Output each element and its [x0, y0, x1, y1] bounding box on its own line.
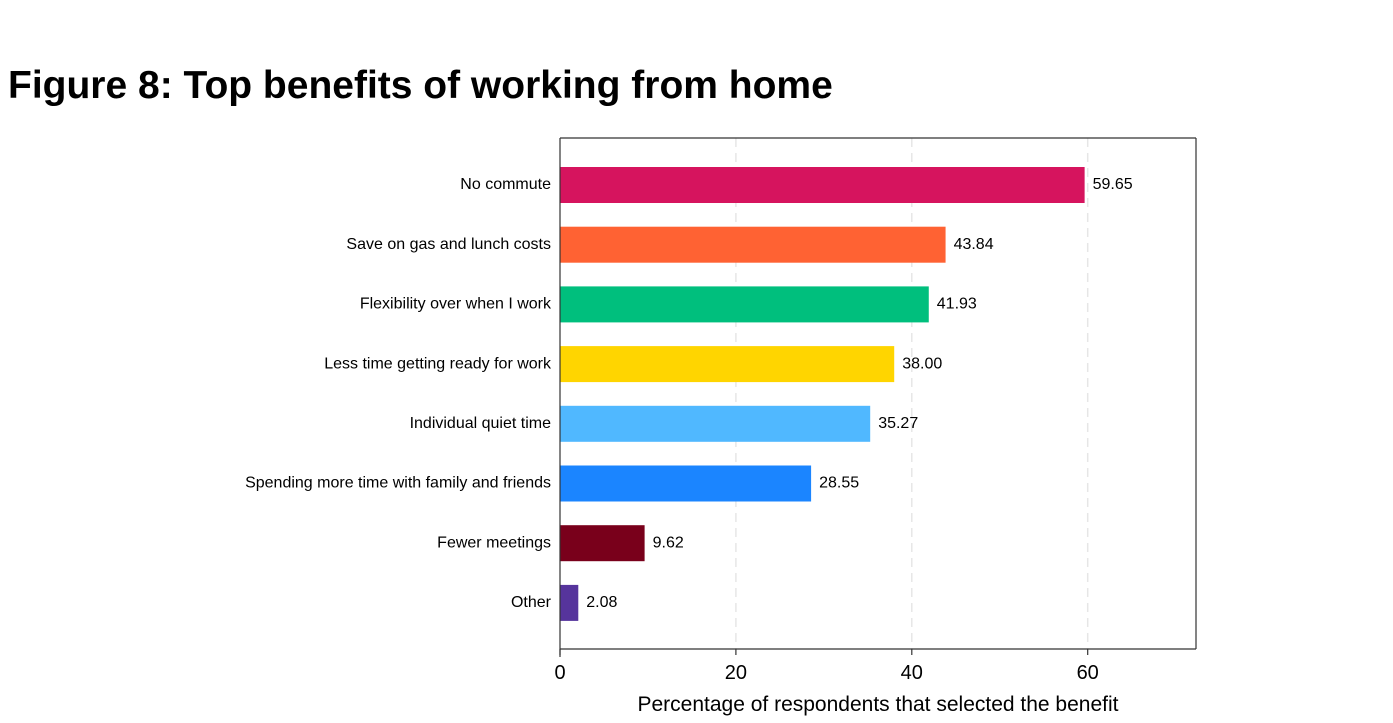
bar — [560, 286, 929, 323]
bars — [560, 167, 1085, 621]
bar-value-label: 2.08 — [586, 594, 617, 611]
x-tick-label: 20 — [725, 662, 747, 684]
x-tick-label: 40 — [901, 662, 923, 684]
bar-value-label: 35.27 — [878, 415, 918, 432]
bar — [560, 167, 1085, 203]
category-label: Save on gas and lunch costs — [346, 236, 551, 253]
bar — [560, 525, 645, 562]
bar-value-label: 43.84 — [954, 236, 994, 253]
figure-title: Figure 8: Top benefits of working from h… — [8, 64, 833, 107]
x-axis-title: Percentage of respondents that selected … — [637, 693, 1118, 716]
bar — [560, 465, 812, 502]
bar-value-label: 9.62 — [653, 534, 684, 551]
x-tick-label: 60 — [1077, 662, 1099, 684]
x-tick-label: 0 — [554, 662, 565, 684]
category-label: Spending more time with family and frien… — [245, 475, 551, 492]
category-label: Fewer meetings — [437, 534, 551, 551]
bar-value-label: 28.55 — [819, 475, 859, 492]
grid-lines — [735, 138, 1089, 649]
bar-value-label: 41.93 — [937, 296, 977, 313]
bar — [560, 226, 946, 263]
category-label: Other — [511, 594, 552, 611]
plot-frame — [559, 137, 1197, 657]
category-label: No commute — [460, 176, 551, 193]
bar — [560, 584, 579, 621]
bar-value-label: 59.65 — [1093, 176, 1133, 193]
bar — [560, 405, 871, 442]
category-label: Flexibility over when I work — [360, 296, 552, 313]
category-label: Individual quiet time — [410, 415, 552, 432]
bar — [560, 346, 895, 383]
category-label: Less time getting ready for work — [324, 355, 552, 372]
bar-value-label: 38.00 — [902, 355, 942, 372]
labels: 59.65 No commute 43.84 Save on gas and lunc… — [245, 176, 1133, 684]
